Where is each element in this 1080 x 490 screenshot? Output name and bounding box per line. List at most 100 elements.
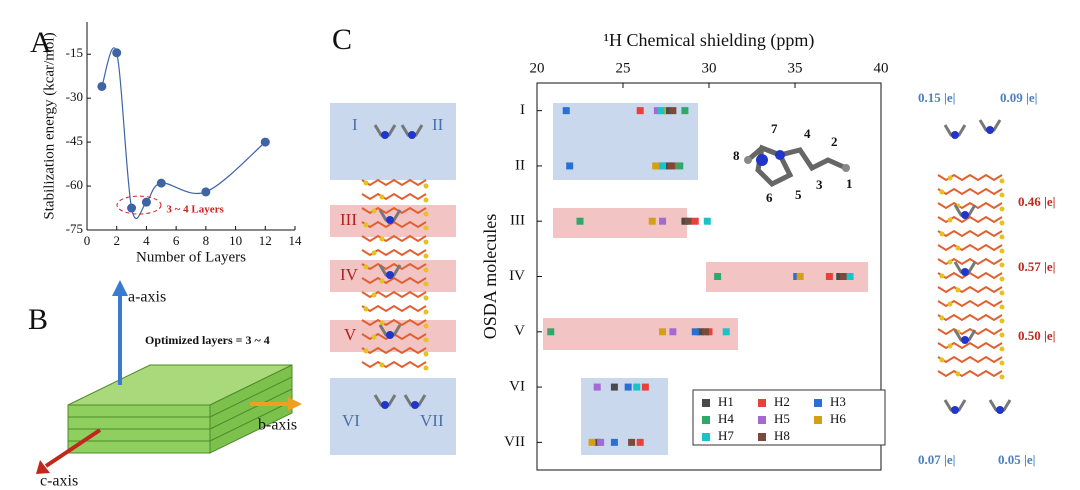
data-point <box>588 438 596 446</box>
data-point <box>597 438 605 446</box>
framework-bond <box>361 360 427 369</box>
y-tick-label: III <box>510 213 525 229</box>
framework-atom <box>947 301 953 307</box>
framework-atom <box>999 360 1005 366</box>
framework-atom <box>423 351 429 357</box>
data-point <box>703 217 711 225</box>
legend-swatch <box>702 399 710 407</box>
x-tick-label: 40 <box>874 60 889 76</box>
osda-atom <box>996 406 1004 414</box>
data-point <box>636 438 644 446</box>
framework-atom <box>379 320 385 326</box>
data-point <box>562 107 570 115</box>
framework-bond <box>937 369 1003 378</box>
data-point <box>576 217 584 225</box>
data-point <box>593 383 601 391</box>
framework-atom <box>423 337 429 343</box>
data-point <box>722 328 730 336</box>
data-point <box>641 383 649 391</box>
legend-label: H6 <box>830 411 846 426</box>
framework-atom <box>423 309 429 315</box>
framework-atom <box>423 197 429 203</box>
axis-name: a-axis <box>128 289 166 306</box>
framework-bond <box>937 355 1003 364</box>
data-point <box>659 328 667 336</box>
osda-atom <box>986 126 994 134</box>
framework-bond <box>361 304 427 313</box>
framework-atom <box>947 175 953 181</box>
legend-swatch <box>758 416 766 424</box>
atom-label: 8 <box>733 148 740 163</box>
atom-label: 5 <box>795 187 802 202</box>
x-axis-label: ¹H Chemical shielding (ppm) <box>604 30 815 51</box>
data-point <box>702 328 710 336</box>
framework-atom <box>371 208 377 214</box>
legend-label: H4 <box>718 411 734 426</box>
structure-label: II <box>432 115 444 134</box>
framework-atom <box>955 287 961 293</box>
framework-atom <box>999 178 1005 184</box>
legend-label: H3 <box>830 394 846 409</box>
annotation-ellipse <box>116 195 162 215</box>
framework-atom <box>423 225 429 231</box>
slab-divider <box>209 376 293 418</box>
axis-name: b-axis <box>258 417 297 434</box>
framework-atom <box>999 374 1005 380</box>
y-axis-label: OSDA molecules <box>480 214 500 340</box>
atom-label: 4 <box>804 126 811 141</box>
data-point <box>796 273 804 280</box>
structure-label: IV <box>340 265 359 284</box>
arrow-head <box>112 280 128 296</box>
framework-atom <box>363 264 369 270</box>
framework-bond <box>361 178 427 187</box>
x-tick-label: 30 <box>702 60 717 76</box>
c-axis-arrow <box>44 428 102 468</box>
framework-bond <box>361 262 427 271</box>
y-tick-label: -45 <box>66 133 83 148</box>
framework-atom <box>423 323 429 329</box>
legend-swatch <box>758 399 766 407</box>
charge-label: 0.57 |e| <box>1018 259 1056 274</box>
framework-bond <box>937 229 1003 238</box>
data-point <box>566 162 574 170</box>
panel-label: B <box>28 303 48 336</box>
data-point <box>714 273 722 280</box>
highlight <box>330 378 456 455</box>
arrow-head <box>36 460 50 474</box>
x-tick-label: 4 <box>143 233 150 248</box>
x-tick-label: 6 <box>173 233 180 248</box>
data-point <box>669 328 677 336</box>
framework-atom <box>955 371 961 377</box>
data-point <box>633 383 641 391</box>
atom-label: 2 <box>831 134 838 149</box>
fit-curve <box>101 47 266 219</box>
data-point <box>610 383 618 391</box>
structure-column <box>330 103 456 455</box>
data-point <box>846 273 854 280</box>
framework-atom <box>939 273 945 279</box>
arrow-head <box>288 397 302 411</box>
osda-atom <box>961 336 969 344</box>
framework-atom <box>947 343 953 349</box>
framework-atom <box>999 332 1005 338</box>
data-point <box>610 438 618 446</box>
data-point <box>691 328 699 336</box>
y-tick-label: -30 <box>66 89 83 104</box>
x-tick-label: 12 <box>259 233 272 248</box>
y-tick-label: -15 <box>66 45 83 60</box>
data-point <box>667 162 675 170</box>
highlight <box>553 208 687 238</box>
framework-bond <box>937 243 1003 252</box>
framework-bond <box>937 285 1003 294</box>
data-point <box>659 162 667 170</box>
x-tick-label: 10 <box>229 233 242 248</box>
legend-box <box>692 389 886 446</box>
legend-swatch <box>814 416 822 424</box>
data-point <box>676 162 684 170</box>
data-point <box>636 107 644 115</box>
osda-atom <box>961 211 969 219</box>
y-tick-label: -60 <box>66 177 83 192</box>
data-point <box>696 328 704 336</box>
data-point <box>624 383 632 391</box>
